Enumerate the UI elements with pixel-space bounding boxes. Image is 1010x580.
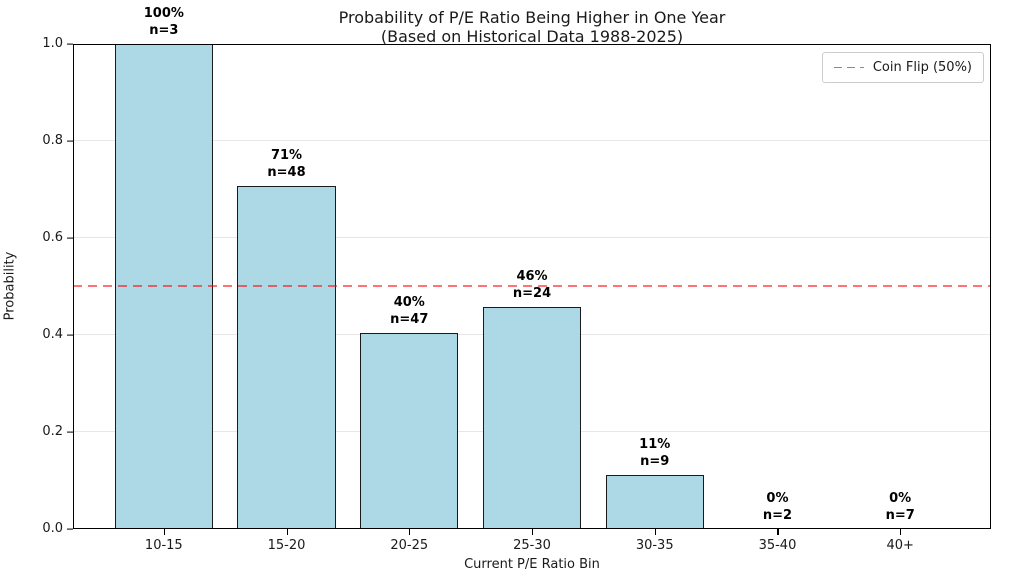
x-tick-mark — [409, 529, 411, 535]
y-tick-mark — [67, 431, 73, 433]
x-tick-mark — [777, 529, 779, 535]
y-axis-label: Probability — [2, 251, 18, 321]
y-tick-mark — [67, 140, 73, 142]
x-axis-label: Current P/E Ratio Bin — [464, 557, 600, 572]
y-tick-label: 0.0 — [42, 520, 63, 536]
x-tick-label: 25-30 — [513, 538, 551, 553]
y-tick-label: 0.8 — [42, 132, 63, 148]
chart-title-line2: (Based on Historical Data 1988-2025) — [380, 27, 684, 46]
x-tick-label: 10-15 — [144, 538, 183, 553]
y-tick-label: 1.0 — [42, 35, 63, 51]
x-tick-mark — [654, 529, 656, 535]
x-tick-label: 30-35 — [635, 538, 674, 553]
dashed-line-icon — [833, 66, 864, 69]
gridline — [73, 237, 991, 238]
legend-label: Coin Flip (50%) — [872, 60, 972, 75]
x-tick-mark — [900, 529, 902, 535]
x-tick-label: 15-20 — [267, 538, 306, 553]
x-tick-label: 20-25 — [390, 538, 429, 553]
y-tick-label: 0.6 — [42, 229, 63, 245]
y-tick-mark — [67, 334, 73, 336]
y-tick-mark — [67, 43, 73, 45]
chart-title-line1: Probability of P/E Ratio Being Higher in… — [338, 8, 726, 27]
y-tick-mark — [67, 528, 73, 530]
bar-value-label: 71% n=48 — [267, 147, 306, 180]
x-tick-label: 40+ — [886, 538, 914, 553]
bar-value-label: 40% n=47 — [390, 295, 429, 328]
legend: Coin Flip (50%) — [821, 52, 984, 83]
coin-flip-reference-line — [73, 284, 991, 287]
bar-value-label: 0% n=7 — [885, 491, 915, 523]
bar — [360, 333, 459, 529]
x-tick-mark — [286, 529, 288, 535]
gridline — [73, 140, 991, 141]
bar-value-label: 46% n=24 — [512, 268, 552, 301]
bar — [237, 185, 336, 529]
y-tick-label: 0.4 — [42, 326, 63, 342]
bar — [114, 44, 213, 529]
y-tick-mark — [67, 237, 73, 239]
x-tick-mark — [163, 529, 165, 535]
bar — [605, 475, 704, 529]
bar-value-label: 100% n=3 — [143, 6, 184, 38]
bar-value-label: 11% n=9 — [639, 437, 671, 470]
plot-area: Coin Flip (50%) 0.0 0.2 0.4 0.6 0.8 1.0 100% n… — [42, 6, 991, 553]
bar — [482, 306, 582, 529]
x-tick-mark — [532, 529, 534, 535]
chart-title: Probability of P/E Ratio Being Higher in… — [73, 8, 991, 46]
bar-value-label: 0% n=2 — [762, 491, 793, 523]
x-tick-label: 35-40 — [758, 538, 797, 553]
y-tick-label: 0.2 — [42, 423, 63, 439]
